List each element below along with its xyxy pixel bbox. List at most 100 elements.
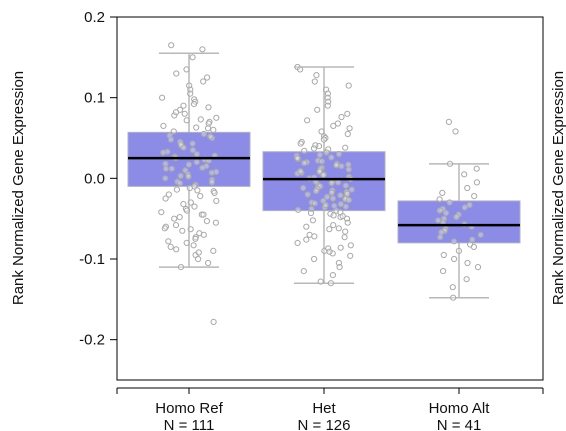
data-point	[200, 78, 207, 85]
data-point	[323, 149, 330, 156]
data-point	[446, 199, 453, 206]
data-point	[168, 165, 175, 172]
data-point	[341, 234, 348, 241]
data-point	[440, 251, 447, 259]
data-point	[189, 140, 196, 147]
data-point	[300, 184, 307, 192]
data-point	[190, 101, 198, 108]
data-point	[170, 128, 177, 135]
data-point	[177, 141, 184, 148]
data-point	[470, 243, 477, 250]
data-point	[203, 218, 210, 225]
data-point	[311, 200, 318, 207]
data-point	[338, 163, 345, 170]
data-point	[177, 180, 184, 187]
data-point	[193, 124, 200, 131]
data-point	[311, 255, 318, 263]
data-point	[173, 70, 180, 77]
x-category-label: Het	[312, 400, 336, 417]
y-axis-label-right: Rank Normalized Gene Expression	[550, 71, 566, 305]
data-point	[162, 195, 169, 202]
data-point	[173, 246, 180, 253]
data-point	[205, 259, 212, 267]
x-category-label: Homo Alt	[429, 400, 491, 417]
data-point	[303, 223, 310, 230]
data-point	[435, 217, 442, 224]
x-category-count: N = 41	[437, 417, 482, 431]
data-point	[187, 226, 194, 233]
data-point	[200, 231, 207, 238]
data-point	[210, 247, 217, 254]
data-point	[190, 242, 197, 249]
data-point	[439, 205, 446, 213]
data-point	[328, 180, 335, 187]
data-point	[186, 184, 193, 192]
data-point	[177, 264, 184, 271]
data-point	[346, 125, 353, 132]
data-point	[183, 66, 190, 73]
data-point	[344, 219, 351, 226]
data-point	[339, 213, 346, 220]
data-point	[342, 182, 349, 189]
data-point	[464, 259, 471, 267]
plot-frame	[116, 16, 544, 381]
data-point	[328, 154, 335, 161]
data-point	[318, 158, 325, 165]
data-point	[213, 114, 220, 121]
data-point	[160, 149, 167, 156]
data-point	[330, 222, 337, 229]
data-point	[342, 203, 349, 210]
data-point	[329, 272, 336, 279]
data-point	[193, 151, 200, 158]
y-tick-label: 0.1	[84, 90, 105, 107]
data-point	[160, 122, 167, 130]
data-point	[213, 168, 220, 175]
data-point	[194, 187, 201, 194]
data-point	[179, 227, 186, 234]
data-point	[159, 94, 166, 101]
data-point	[335, 225, 342, 232]
data-point	[301, 147, 308, 154]
data-point	[347, 242, 354, 249]
data-point	[204, 74, 211, 81]
data-point	[313, 72, 320, 79]
data-point	[348, 186, 355, 193]
data-point	[327, 210, 334, 217]
data-point	[344, 190, 351, 197]
data-point	[469, 236, 476, 243]
data-point	[195, 255, 202, 263]
data-point	[330, 212, 337, 219]
data-point	[337, 244, 344, 251]
data-point	[450, 294, 457, 301]
data-point	[473, 165, 480, 172]
data-point	[307, 209, 315, 217]
data-point	[336, 264, 343, 271]
data-point	[324, 102, 331, 109]
data-point	[328, 189, 335, 196]
data-point	[436, 207, 443, 214]
data-point	[333, 162, 340, 169]
data-point	[325, 245, 332, 252]
data-point	[342, 228, 349, 235]
data-point	[344, 130, 351, 138]
data-point	[171, 112, 178, 119]
data-point	[309, 217, 316, 224]
y-tick-label: 0.2	[84, 9, 105, 26]
data-point	[322, 201, 329, 209]
data-point	[345, 82, 352, 89]
data-point	[318, 128, 325, 135]
data-point	[314, 106, 321, 113]
data-point	[471, 193, 478, 200]
data-point	[197, 193, 204, 200]
data-point	[473, 179, 480, 186]
data-point	[477, 231, 484, 238]
y-tick-label: -0.2	[79, 332, 105, 349]
data-point	[330, 122, 337, 130]
data-point	[461, 171, 468, 178]
data-point	[345, 166, 352, 173]
data-point	[324, 193, 331, 200]
data-point	[200, 130, 207, 138]
data-point	[310, 145, 318, 152]
data-point	[162, 165, 170, 172]
